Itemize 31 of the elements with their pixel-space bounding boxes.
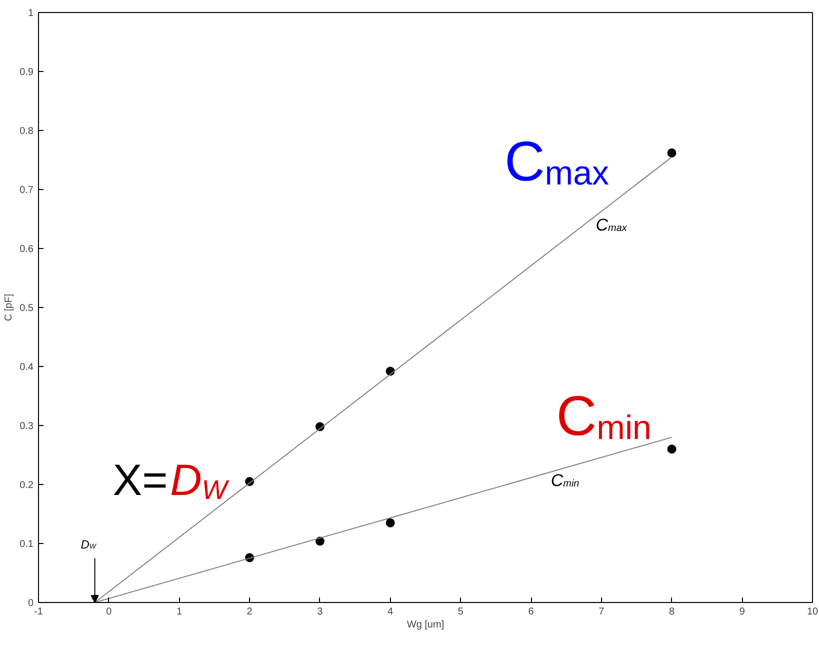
y-axis-title: C [pF] — [4, 294, 15, 322]
x-tick-label: 3 — [317, 606, 324, 618]
y-tick-label: 0.3 — [20, 421, 34, 432]
x-tick-label: 6 — [528, 606, 534, 618]
y-tick-label: 0.6 — [20, 244, 34, 255]
y-tick-label: 0.7 — [20, 185, 34, 196]
x-tick-label: 0 — [106, 606, 112, 618]
y-tick-label: 0.1 — [20, 539, 34, 550]
x-tick-label: 9 — [739, 606, 746, 618]
y-tick-label: 0 — [28, 598, 34, 609]
x-tick-label: 4 — [388, 606, 394, 618]
x-tick-label: 5 — [458, 606, 464, 618]
y-tick-label: 0.4 — [20, 362, 34, 373]
y-tick-label: 0.8 — [20, 126, 34, 137]
x-tick-label: 7 — [598, 606, 605, 618]
x-tick-label: 1 — [176, 606, 182, 618]
annotation: Cmin — [556, 384, 652, 447]
x-tick-label: 2 — [246, 606, 253, 618]
annotation: DW — [170, 456, 230, 506]
y-tick-label: 1 — [28, 8, 34, 19]
x-tick-label: 10 — [806, 606, 818, 618]
y-tick-label: 0.9 — [20, 67, 34, 78]
annotation: Cmin — [550, 470, 580, 490]
y-tick-label: 0.5 — [20, 303, 34, 314]
annotation: Cmax — [504, 130, 609, 193]
x-tick-label: -1 — [34, 606, 44, 618]
x-axis-title: Wg [um] — [406, 620, 444, 630]
y-tick-label: 0.2 — [20, 480, 34, 491]
annotation: Cmax — [596, 215, 628, 234]
annotation: X= — [112, 456, 168, 505]
x-tick-label: 8 — [668, 606, 675, 618]
